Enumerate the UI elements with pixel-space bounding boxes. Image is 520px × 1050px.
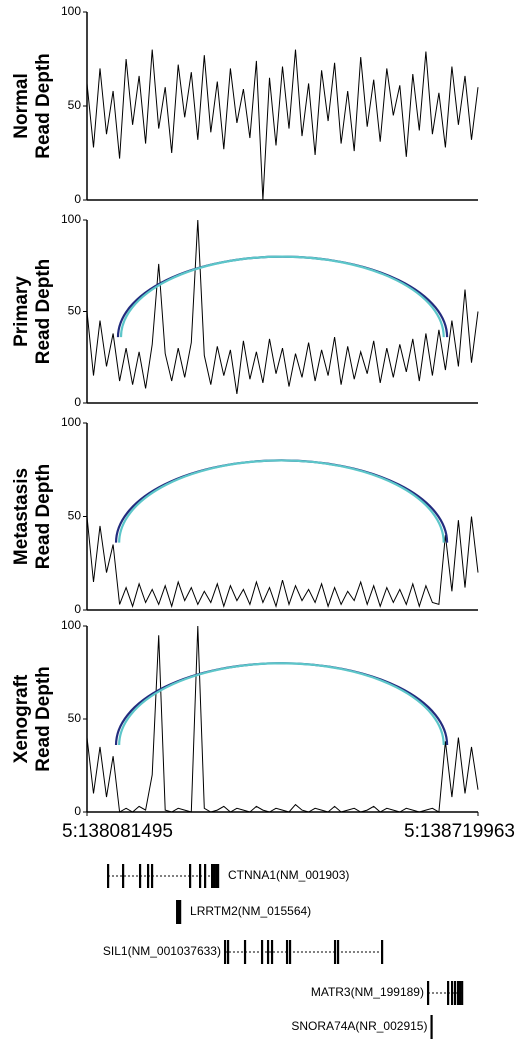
sv-arc [119,255,445,338]
y-axis-label: Read Depth [33,259,54,365]
y-tick-label: 50 [68,509,82,523]
y-tick-label: 0 [74,192,81,206]
y-axis-label: Read Depth [33,666,54,772]
exon [210,864,214,888]
y-axis-label: Read Depth [33,53,54,159]
exon [107,864,110,888]
y-label-group: Xenograft Read Depth [11,666,54,772]
read-depth-line [86,49,479,201]
exon [288,940,292,964]
exon [226,940,230,964]
exon [447,981,450,1005]
read-depth-line [86,625,479,813]
exon [189,864,192,888]
exon [336,940,340,964]
gene-label: SNORA74A(NR_002915) [291,1019,427,1033]
exon [333,940,337,964]
exon [198,864,202,888]
sv-arc [118,662,445,746]
y-axis-label: Metastasis [11,468,32,565]
exon [260,940,264,964]
y-tick-label: 50 [68,304,82,318]
x-tick-label: 5:138719963 [404,821,515,842]
exon [459,981,462,1005]
read-depth-line [86,516,479,609]
exon [223,940,227,964]
y-tick-label: 50 [68,98,82,112]
sv-arc [114,662,449,746]
y-tick-label: 0 [74,804,81,818]
x-tick-label: 5:138081495 [62,821,173,842]
y-tick-label: 0 [74,602,81,616]
gene-label: LRRTM2(NM_015564) [190,904,311,918]
exon [285,940,289,964]
exon [266,940,270,964]
exon [380,940,384,964]
exon [213,864,216,888]
exon [453,981,457,1005]
y-tick-label: 100 [61,618,81,632]
y-axis-label: Read Depth [33,464,54,570]
y-tick-label: 50 [68,711,82,725]
exon [216,864,220,888]
y-axis-label: Xenograft [11,674,32,763]
y-tick-label: 100 [61,212,81,226]
y-label-group: Metastasis Read Depth [11,464,54,570]
exon [270,940,274,964]
exon [122,864,125,888]
y-tick-label: 100 [61,4,81,18]
exon [204,864,207,888]
gene-label: CTNNA1(NM_001903) [228,868,349,882]
exon [215,864,218,888]
y-axis-label: Normal [11,73,32,138]
exon [150,864,154,888]
exon [177,900,180,924]
exon [461,981,464,1005]
y-axis-label: Primary [11,276,32,347]
exon [450,981,454,1005]
sv-arc [118,459,445,543]
sv-arc [114,459,449,543]
y-label-group: Primary Read Depth [11,259,54,365]
gene-label: MATR3(NM_199189) [311,985,424,999]
y-label-group: Normal Read Depth [11,53,54,159]
exon [179,900,182,924]
sv-arc [116,255,449,338]
gene-label: SIL1(NM_001037633) [103,944,221,958]
y-tick-label: 0 [74,395,81,409]
exon [430,1015,433,1039]
exon [456,981,460,1005]
exon [426,981,430,1005]
exon [243,940,247,964]
exon [176,900,179,924]
read-depth-line [86,219,479,394]
y-tick-label: 100 [61,415,81,429]
exon [146,864,150,888]
exon [138,864,142,888]
